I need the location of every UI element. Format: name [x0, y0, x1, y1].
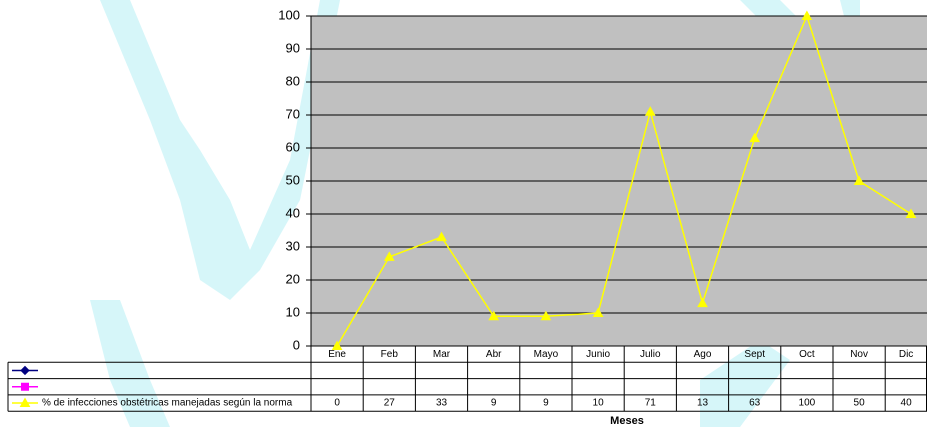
y-tick-label: 60: [286, 139, 300, 154]
marker: [853, 175, 865, 185]
table-value: 33: [436, 398, 448, 409]
data-table: Ene Feb Mar Abr Mayo Junio Julio Ago Sept Oct Nov D…: [7, 345, 927, 412]
marker: [436, 231, 447, 242]
y-tick-label: 70: [286, 106, 300, 121]
y-tick-label: 40: [286, 205, 300, 220]
marker: [644, 106, 656, 116]
y-tick-label: 10: [286, 304, 300, 319]
table-value: 100: [799, 398, 816, 409]
table-value: 9: [491, 398, 497, 409]
table-value: 0: [334, 398, 340, 409]
x-tick-label: Julio: [640, 349, 661, 360]
x-tick-label: Mar: [433, 349, 451, 360]
marker: [331, 340, 343, 350]
table-value: 9: [543, 398, 549, 409]
x-tick-label: Feb: [381, 349, 399, 360]
marker: [749, 132, 761, 143]
table-value: 27: [384, 398, 396, 409]
x-tick-label: Mayo: [534, 349, 559, 360]
x-tick-label: Nov: [850, 349, 868, 360]
x-tick-label: Ago: [694, 349, 712, 360]
y-tick-label: 30: [286, 238, 300, 253]
table-value: 71: [645, 398, 657, 409]
marker: [540, 310, 552, 321]
y-tick-label: 90: [286, 40, 300, 55]
table-value: 40: [901, 398, 913, 409]
marker: [488, 310, 500, 321]
marker: [697, 297, 708, 308]
x-tick-label: Oct: [799, 349, 815, 360]
marker: [801, 10, 813, 20]
marker: [592, 307, 604, 317]
marker: [21, 382, 29, 391]
x-axis-label: Meses: [610, 415, 644, 427]
y-tick-label: 100: [278, 7, 300, 22]
y-tick-label: 50: [286, 172, 300, 187]
table-value: 63: [749, 398, 761, 409]
x-tick-label: Ene: [328, 349, 346, 360]
x-tick-label: Sept: [744, 349, 765, 360]
marker: [19, 397, 31, 408]
y-tick-label: 80: [286, 73, 300, 88]
x-tick-label: Abr: [486, 349, 502, 360]
x-tick-label: Junio: [586, 349, 610, 360]
series-line: [336, 13, 912, 347]
y-tick-label: 20: [286, 271, 300, 286]
series-marks: [331, 10, 917, 350]
table-value: 50: [854, 398, 866, 409]
x-tick-label: Dic: [899, 349, 913, 360]
legend-label: % de infecciones obstétricas manejadas s…: [42, 398, 293, 409]
table-value: 10: [593, 398, 605, 409]
marker: [905, 208, 917, 218]
y-tick-label: 0: [293, 337, 300, 352]
marker: [383, 251, 395, 261]
table-value: 13: [697, 398, 709, 409]
marker: [20, 365, 30, 376]
